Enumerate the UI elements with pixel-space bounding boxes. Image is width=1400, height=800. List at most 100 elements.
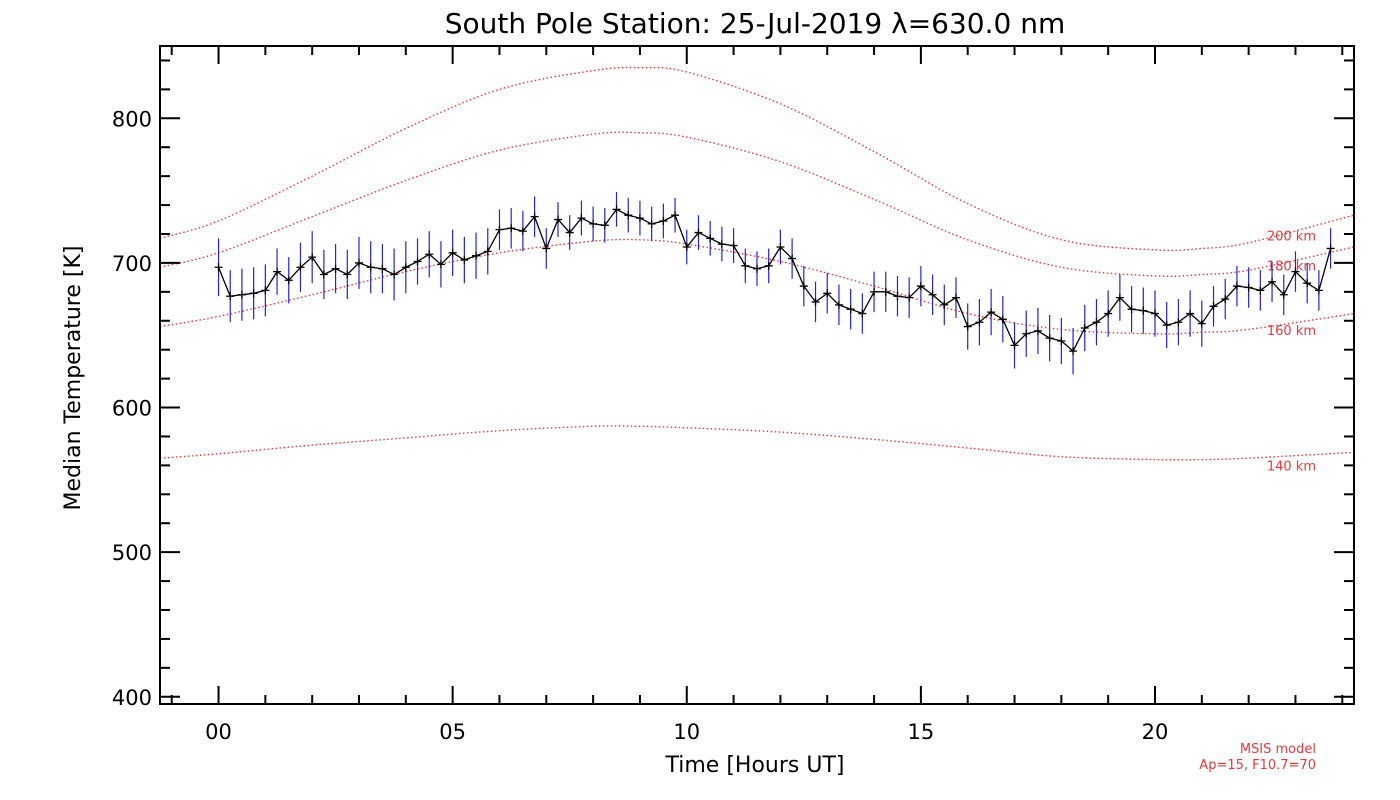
data-point (1303, 279, 1312, 288)
data-point (472, 251, 481, 260)
data-point (1268, 277, 1277, 286)
data-point (565, 228, 574, 237)
y-axis-label: Median Temperature [K] (61, 246, 86, 511)
model-note-line-2: Ap=15, F10.7=70 (1199, 758, 1316, 773)
data-point (460, 256, 469, 265)
data-point (366, 263, 375, 272)
data-point (589, 219, 598, 228)
data-point (1139, 306, 1148, 315)
data-point (916, 282, 925, 291)
chart-title: South Pole Station: 25-Jul-2019 λ=630.0 … (445, 7, 1066, 40)
data-point (776, 243, 785, 252)
data-point (928, 290, 937, 299)
data-point (483, 247, 492, 256)
model-curve-160-km-label: 160 km (1267, 324, 1316, 339)
data-point (1080, 324, 1089, 332)
data-point (963, 322, 972, 331)
data-point (1010, 341, 1019, 350)
data-point (343, 270, 352, 279)
data-point (1232, 282, 1241, 291)
data-point (495, 225, 504, 234)
y-tick-label-800: 800 (112, 107, 152, 131)
x-tick-label-00: 00 (205, 720, 232, 744)
data-point (554, 215, 562, 224)
data-point (413, 257, 422, 266)
data-point (893, 292, 902, 301)
data-point (741, 261, 750, 270)
data-point (1279, 290, 1288, 299)
model-curve-160-km (159, 238, 1355, 335)
x-tick-label-20: 20 (1142, 720, 1169, 744)
data-point (858, 309, 867, 318)
data-point (1022, 329, 1031, 338)
model-note-line-1: MSIS model (1240, 742, 1316, 757)
data-point (518, 227, 527, 236)
data-point (530, 212, 539, 221)
data-point (448, 248, 457, 257)
model-curve-200-km-label: 200 km (1267, 229, 1316, 244)
data-point (717, 240, 726, 249)
data-point (881, 287, 890, 296)
model-curve-140-km-label: 140 km (1267, 459, 1316, 474)
data-point (998, 315, 1007, 324)
data-point (1174, 318, 1183, 327)
x-tick-label-10: 10 (673, 720, 700, 744)
data-point (425, 250, 434, 259)
data-point (237, 290, 246, 299)
data-point (823, 289, 832, 298)
data-point (1127, 305, 1136, 314)
data-point (952, 293, 960, 302)
data-point (261, 286, 270, 295)
data-point (284, 276, 293, 285)
data-point (659, 216, 668, 225)
data-point (799, 282, 808, 291)
temperature-series (214, 192, 1335, 375)
data-point (1256, 286, 1265, 295)
data-point (682, 243, 691, 252)
y-tick-label-400: 400 (112, 686, 152, 710)
model-curve-200-km (159, 66, 1355, 252)
msis-model-curves: 200 km 180 km 160 km 140 km (159, 66, 1355, 474)
data-point (1115, 293, 1124, 302)
series-line (217, 208, 1332, 353)
data-point (975, 318, 984, 327)
data-point (378, 264, 387, 273)
data-point (577, 214, 586, 223)
y-tick-label-600: 600 (112, 397, 152, 421)
data-point (612, 205, 621, 214)
data-point (600, 221, 609, 230)
data-point (542, 244, 551, 253)
data-point (1104, 309, 1113, 318)
x-axis-label: Time [Hours UT] (665, 753, 845, 778)
data-point (401, 263, 410, 272)
data-point (905, 293, 914, 302)
data-point (436, 260, 445, 269)
x-tick-label-15: 15 (908, 720, 935, 744)
data-point (647, 219, 656, 228)
data-point (764, 261, 773, 270)
data-point (987, 308, 996, 317)
data-point (1151, 309, 1159, 318)
data-point (1209, 302, 1218, 311)
data-point (1326, 244, 1335, 253)
data-point (694, 228, 703, 237)
data-point (390, 270, 399, 279)
data-point (635, 214, 644, 223)
data-point (507, 224, 516, 233)
data-point (296, 263, 305, 272)
data-point (706, 234, 715, 243)
data-point (331, 264, 340, 273)
data-point (1162, 321, 1171, 330)
data-point (846, 305, 855, 314)
data-point (1069, 347, 1078, 356)
plot-axes: 00 05 10 15 20 400 500 600 700 800 (112, 45, 1355, 744)
data-point (1057, 337, 1066, 346)
data-point (671, 211, 680, 220)
data-point (729, 241, 738, 250)
data-point (249, 289, 258, 298)
y-tick-label-700: 700 (112, 252, 152, 276)
model-curve-180-km-label: 180 km (1267, 260, 1316, 275)
data-point (1186, 309, 1195, 318)
data-point (1092, 318, 1101, 327)
